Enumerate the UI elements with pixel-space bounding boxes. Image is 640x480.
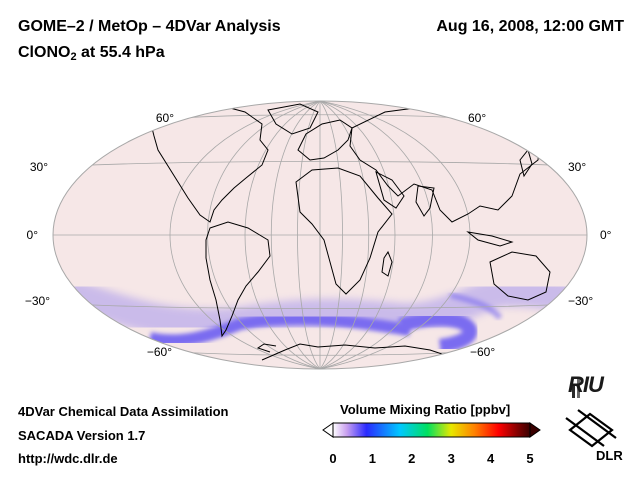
footer-line-1: 4DVar Chemical Data Assimilation [18, 404, 229, 419]
riu-bar-1 [572, 384, 575, 398]
riu-logo: RIU [568, 372, 604, 397]
lat-label-right-0: 0° [600, 228, 612, 242]
lat-label-right-30n: 30° [568, 160, 586, 174]
coast-india [415, 185, 435, 217]
band-core-2 [398, 311, 478, 353]
map-outline [52, 100, 588, 370]
footer-line-2: SACADA Version 1.7 [18, 428, 146, 443]
enhanced-band [55, 275, 587, 353]
band-core-1 [148, 312, 411, 347]
dlr-stroke-1 [565, 417, 605, 447]
subtitle-level: at 55.4 hPa [76, 44, 165, 61]
colorbar-title: Volume Mixing Ratio [ppbv] [340, 402, 511, 417]
coast-madagascar [381, 250, 393, 277]
subtitle-subscript: 2 [70, 51, 77, 63]
colorbar-tick-1: 1 [368, 451, 377, 466]
colorbar-min-arrow [322, 422, 334, 438]
lat-label-left-30n: 30° [30, 160, 48, 174]
colorbar [322, 422, 541, 438]
coast-south-america [205, 221, 271, 338]
coast-japan [519, 148, 533, 178]
lat-label-left-60s: −60° [147, 345, 172, 359]
dlr-stroke-2 [577, 409, 617, 439]
dlr-logo-text: DLR [596, 448, 623, 463]
meridian-w30 [297, 101, 321, 369]
colorbar-tick-5: 5 [526, 451, 534, 466]
riu-logo-graphic [572, 378, 580, 398]
meridian-e30 [319, 101, 343, 369]
lat-label-right-60s: −60° [470, 345, 495, 359]
meridian-w60 [270, 101, 321, 369]
meridian-e60 [319, 101, 370, 369]
lat-label-left-0: 0° [27, 228, 39, 242]
coast-new-zealand [553, 299, 567, 319]
lat-label-left-30s: −30° [25, 294, 50, 308]
colorbar-tick-2: 2 [408, 451, 416, 466]
footer-url[interactable]: http://wdc.dlr.de [18, 451, 118, 466]
coast-indonesia [466, 231, 514, 247]
coast-europe [297, 119, 353, 161]
date-label: Aug 16, 2008, 12:00 GMT [436, 18, 624, 35]
coast-africa [295, 167, 393, 295]
band-arm [449, 292, 503, 321]
lat-label-right-60n: 60° [468, 111, 486, 125]
meridian-e120 [319, 101, 433, 369]
dlr-logo-graphic [565, 409, 617, 448]
coast-north-america [149, 103, 269, 223]
coast-antarctica [261, 343, 453, 367]
colorbar-tick-0: 0 [329, 451, 337, 466]
title-left: GOME–2 / MetOp – 4DVar Analysis [18, 18, 281, 35]
colorbar-max-arrow [529, 422, 541, 438]
colorbar-tick-4: 4 [486, 451, 495, 466]
subtitle-species: ClONO [18, 44, 71, 61]
meridian-e150 [319, 101, 471, 369]
meridian-w150 [169, 101, 321, 369]
colorbar-gradient [332, 422, 531, 438]
subtitle: ClONO2 at 55.4 hPa [18, 44, 165, 63]
latitude-labels: 60° 30° 0° −30° −60° 60° 30° 0° −30° −60… [25, 111, 612, 359]
meridian-w90 [244, 101, 321, 369]
coast-antarctic-peninsula [256, 343, 277, 353]
lat-label-left-60n: 60° [156, 111, 174, 125]
coast-greenland [267, 103, 319, 135]
band-halo [55, 275, 587, 339]
coast-australia [489, 251, 551, 301]
riu-bar-2 [577, 378, 580, 398]
lat-label-right-30s: −30° [568, 294, 593, 308]
colorbar-tick-3: 3 [447, 451, 455, 466]
coast-arabia [375, 171, 405, 209]
